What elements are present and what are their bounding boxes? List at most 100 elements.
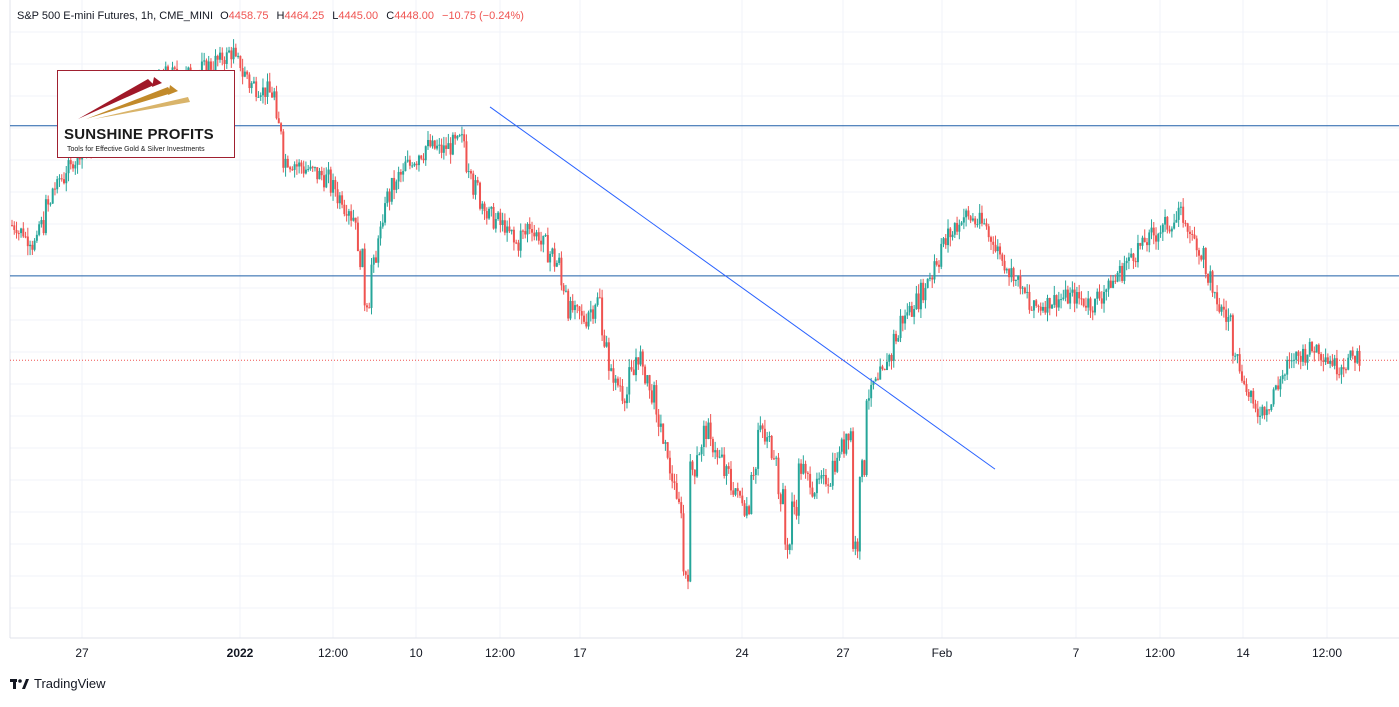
candle-body: [829, 485, 832, 487]
candle-body: [1245, 384, 1248, 393]
candle-body: [684, 571, 687, 575]
candle-body: [284, 158, 287, 168]
candle-body: [35, 234, 38, 241]
candle-body: [987, 226, 990, 238]
candle-body: [605, 342, 608, 347]
candle-body: [1044, 306, 1047, 313]
candle-body: [867, 398, 870, 401]
candle-body: [56, 179, 59, 190]
candle-body: [1270, 404, 1273, 410]
candle-body: [1062, 297, 1065, 300]
candle-body: [1207, 273, 1210, 283]
candle-body: [74, 164, 77, 169]
candle-body: [1234, 355, 1237, 357]
candle-body: [343, 204, 346, 215]
candle-body: [621, 386, 624, 401]
trendline: [489, 106, 996, 470]
candle-body: [689, 461, 692, 582]
open-value: 4458.75: [228, 10, 269, 22]
x-tick-label: 12:00: [485, 646, 515, 660]
candle-body: [1191, 233, 1194, 235]
candle-body: [214, 55, 217, 73]
candle-body: [967, 210, 970, 217]
candle-body: [1145, 242, 1148, 246]
candle-body: [1354, 355, 1356, 363]
x-tick-label: 17: [573, 646, 587, 660]
candle-body: [338, 195, 341, 204]
candle-body: [718, 456, 721, 458]
candle-body: [381, 222, 384, 227]
candle-body: [761, 425, 764, 429]
candle-body: [1089, 298, 1092, 311]
candle-body: [1064, 289, 1067, 298]
candle-body: [1204, 248, 1207, 274]
candle-body: [996, 246, 999, 252]
candle-body: [286, 158, 289, 168]
candle-body: [1134, 261, 1137, 263]
candle-body: [250, 83, 253, 89]
candle-body: [20, 228, 23, 234]
candle-body: [1157, 233, 1160, 242]
candle-body: [60, 178, 63, 180]
candle-body: [1184, 222, 1187, 224]
candle-body: [47, 199, 50, 205]
candle-body: [1139, 243, 1142, 246]
candle-body: [1121, 265, 1124, 281]
candle-body: [727, 466, 730, 469]
candle-body: [845, 433, 848, 454]
candle-body: [49, 203, 52, 205]
candle-body: [402, 171, 405, 175]
candle-body: [200, 61, 203, 73]
candle-body: [40, 220, 43, 225]
candle-body: [1304, 348, 1307, 363]
candle-body: [831, 460, 834, 486]
candle-body: [562, 285, 565, 292]
candle-body: [637, 357, 640, 365]
candle-body: [13, 225, 16, 230]
candle-body: [1326, 357, 1329, 364]
candle-body: [655, 385, 658, 415]
candle-body: [644, 366, 647, 384]
candle-body: [463, 134, 466, 142]
candle-body: [759, 425, 762, 430]
high-label: H: [276, 10, 285, 22]
candle-body: [379, 226, 382, 239]
candle-body: [63, 179, 66, 184]
candle-body: [1274, 385, 1277, 390]
candle-body: [951, 234, 954, 238]
candle-body: [67, 160, 70, 174]
logo-tagline: Tools for Effective Gold & Silver Invest…: [67, 146, 205, 153]
candle-body: [1175, 219, 1178, 223]
candle-body: [309, 166, 312, 169]
candle-body: [436, 145, 439, 149]
candle-body: [648, 375, 651, 391]
symbol-header: S&P 500 E-mini Futures, 1h, CME_MINI O44…: [17, 10, 529, 22]
time-axis: 27 2022 12:00 10 12:00 17 24 27 Feb 7 12:00 14 12:00: [10, 637, 1399, 667]
candle-body: [397, 171, 400, 182]
candle-body: [76, 155, 79, 165]
low-value: 4445.00: [338, 10, 379, 22]
candle-body: [1311, 341, 1314, 352]
candle-body: [237, 55, 240, 57]
candle-body: [607, 342, 610, 371]
candle-body: [232, 47, 235, 60]
candle-body: [469, 171, 472, 174]
candle-body: [1019, 275, 1022, 289]
candle-body: [282, 131, 285, 168]
candle-body: [589, 309, 592, 313]
candle-body: [1116, 272, 1119, 282]
candle-body: [503, 220, 506, 233]
tradingview-brand[interactable]: TradingView: [10, 676, 106, 691]
candle-body: [528, 223, 531, 230]
candle-body: [716, 450, 719, 458]
candle-body: [772, 458, 775, 460]
candle-body: [424, 146, 427, 161]
candle-body: [546, 235, 549, 263]
candle-body: [38, 224, 41, 235]
candle-body: [393, 177, 396, 190]
candle-body: [1288, 359, 1291, 361]
candle-body: [632, 369, 635, 376]
x-tick-label: 14: [1236, 646, 1250, 660]
candle-body: [1213, 292, 1216, 294]
